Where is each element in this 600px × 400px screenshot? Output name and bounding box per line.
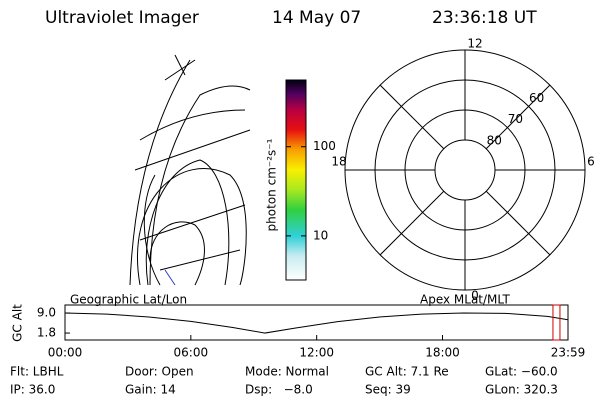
x-tick-label: 00:00 <box>48 346 83 360</box>
status-field: Gain: 14 <box>125 383 176 397</box>
x-tick-label: 06:00 <box>174 346 209 360</box>
y-axis-label: GC Alt <box>11 304 25 342</box>
status-field: Door: Open <box>125 365 194 379</box>
colorbar-label: photon cm⁻²s⁻¹ <box>265 138 279 231</box>
mlt-label: 18 <box>331 155 346 169</box>
status-field: GC Alt: 7.1 Re <box>365 365 449 379</box>
mlt-spoke <box>485 190 551 256</box>
polar-title: Apex MLat/MLT <box>420 293 510 307</box>
x-tick-label: 23:59 <box>551 346 586 360</box>
colorbar-tick-label: 100 <box>313 139 336 153</box>
latitude-ring <box>434 139 496 201</box>
colorbar <box>285 79 307 281</box>
time: 23:36:18 UT <box>432 8 537 28</box>
status-field: Seq: 39 <box>365 383 411 397</box>
status-field: Flt: LBHL <box>10 365 64 379</box>
status-field: GLon: 320.3 <box>485 383 558 397</box>
mlt-spoke <box>379 84 445 150</box>
status-field: IP: 36.0 <box>10 383 55 397</box>
x-tick-label: 18:00 <box>425 346 460 360</box>
date: 14 May 07 <box>272 8 361 28</box>
x-tick-label: 12:00 <box>299 346 334 360</box>
geographic-map <box>129 54 251 286</box>
current-time-marker <box>552 304 561 341</box>
instrument: Ultraviolet Imager <box>45 8 199 28</box>
plot-frame <box>64 304 569 341</box>
status-field: Dsp: −8.0 <box>245 383 313 397</box>
mlt-spoke <box>379 190 445 256</box>
colorbar-tick-label: 10 <box>313 228 328 242</box>
y-tick-label: 1.8 <box>37 326 56 340</box>
map-title: Geographic Lat/Lon <box>70 293 187 307</box>
status-field: GLat: −60.0 <box>485 365 558 379</box>
mlt-label: 12 <box>467 37 482 51</box>
y-tick-label: 9.0 <box>37 306 56 320</box>
status-field: Mode: Normal <box>245 365 329 379</box>
mlt-spoke <box>485 84 551 150</box>
mlt-label: 0 <box>471 289 479 303</box>
mlt-label: 6 <box>587 155 595 169</box>
altitude-line <box>64 312 569 334</box>
